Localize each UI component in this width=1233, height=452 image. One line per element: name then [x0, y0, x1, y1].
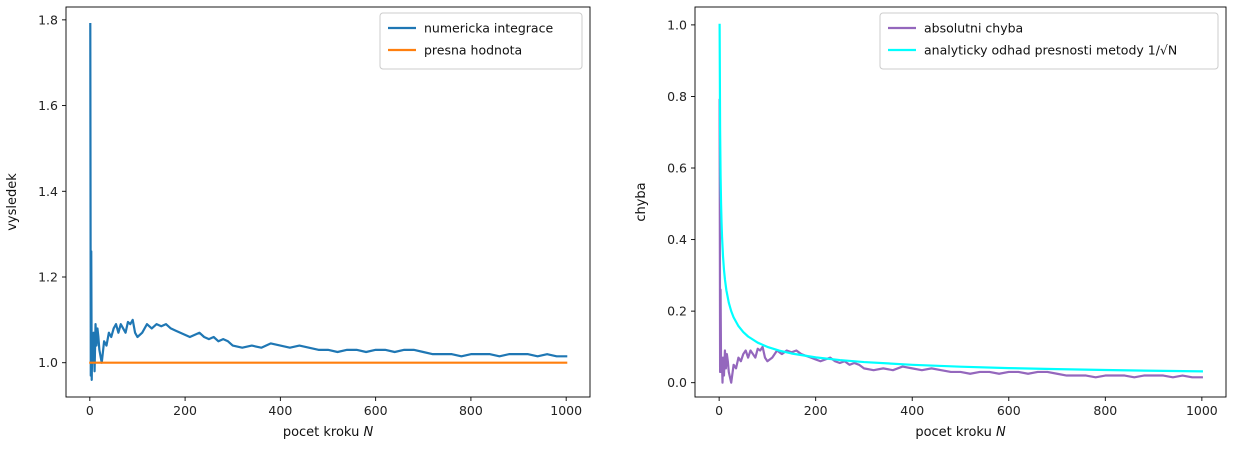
x-tick-label: 0 — [86, 403, 94, 418]
x-tick-label: 1000 — [1186, 403, 1218, 418]
y-tick-label: 0.6 — [667, 161, 687, 176]
series-line-0 — [718, 98, 1203, 384]
chart-1: 0 200 400 600 800 1000 0.0 0.2 0.4 0.6 0.8 1.0 pocet… — [634, 6, 1227, 440]
legend-label-0: absolutni chyba — [924, 21, 1023, 36]
y-tick-label: 0.2 — [667, 304, 687, 319]
x-axis-label: pocet kroku N — [283, 425, 374, 440]
x-tick-label: 200 — [173, 403, 197, 418]
y-tick-label: 1.2 — [38, 270, 58, 285]
y-tick-label: 1.4 — [38, 184, 58, 199]
axes-frame — [65, 6, 591, 398]
x-tick-label: 800 — [459, 403, 483, 418]
y-axis-label: chyba — [634, 182, 649, 221]
y-axis-label: vysledek — [5, 173, 20, 231]
legend-box — [379, 12, 583, 70]
x-tick-label: 1000 — [550, 403, 582, 418]
legend-label-1: presna hodnota — [424, 43, 522, 58]
x-tick-label: 800 — [1093, 403, 1117, 418]
legend: numericka integrace presna hodnota — [379, 12, 583, 70]
y-tick-label: 1.6 — [38, 98, 58, 113]
x-tick-label: 600 — [997, 403, 1021, 418]
legend-box — [879, 12, 1219, 70]
x-tick-label: 400 — [900, 403, 924, 418]
x-tick-label: 400 — [268, 403, 292, 418]
legend-label-1: analyticky odhad presnosti metody 1/√N — [924, 43, 1177, 58]
chart-0: 0 200 400 600 800 1000 1.0 1.2 1.4 1.6 1.8 pocet kr… — [5, 6, 591, 440]
x-tick-label: 600 — [364, 403, 388, 418]
legend-label-0: numericka integrace — [424, 21, 553, 36]
y-tick-label: 1.8 — [38, 12, 58, 27]
legend: absolutni chyba analyticky odhad presnost… — [879, 12, 1219, 70]
series-line-1 — [718, 23, 1203, 373]
axes-frame — [694, 6, 1227, 398]
series-line-0 — [89, 23, 568, 381]
y-tick-label: 0.8 — [667, 89, 687, 104]
y-tick-label: 0.4 — [667, 232, 687, 247]
y-tick-label: 1.0 — [38, 355, 58, 370]
y-tick-label: 0.0 — [667, 375, 687, 390]
x-axis-label: pocet kroku N — [915, 425, 1006, 440]
y-tick-label: 1.0 — [667, 17, 687, 32]
x-tick-label: 200 — [804, 403, 828, 418]
x-tick-label: 0 — [715, 403, 723, 418]
